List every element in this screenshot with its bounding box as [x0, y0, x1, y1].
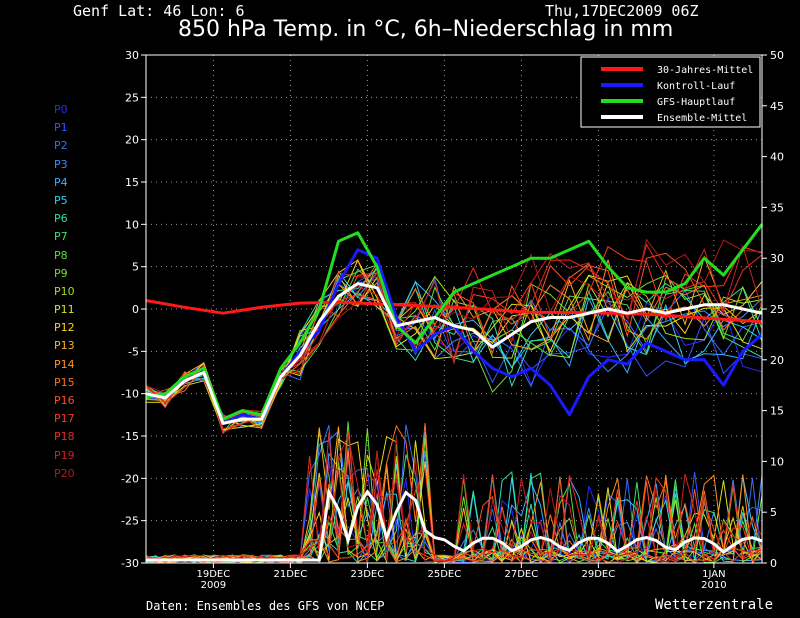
member-precip-line [145, 424, 763, 564]
series-line-30-jahres-mittel [145, 299, 763, 324]
x-tick-label: 2009 [201, 580, 226, 591]
y-right-tick-label: 0 [770, 557, 777, 570]
y-right-tick-label: 40 [770, 151, 784, 164]
member-label: P16 [54, 394, 75, 407]
member-precip-line [145, 451, 763, 564]
member-precip-line [145, 426, 763, 564]
x-tick-label: 2010 [701, 580, 726, 591]
member-label: P5 [54, 193, 68, 207]
x-tick-label: 25DEC [428, 569, 462, 580]
y-left-tick-label: -20 [121, 472, 139, 485]
y-left-tick-label: 5 [132, 261, 139, 274]
member-label: P10 [54, 284, 75, 298]
legend: 30-Jahres-Mittel Kontroll-Lauf GFS-Hauptla… [580, 56, 761, 128]
member-label: P15 [54, 375, 75, 389]
y-right-tick-label: 15 [770, 405, 784, 418]
member-temp-line [145, 252, 763, 418]
axes: 302520151050-5-10-15-20-25-3050454035302… [121, 49, 784, 591]
y-left-tick-label: -5 [128, 345, 139, 358]
legend-label: Kontroll-Lauf [657, 81, 735, 92]
member-label: P3 [54, 157, 68, 171]
y-right-tick-label: 20 [770, 354, 784, 367]
series-line-kontroll-lauf [145, 248, 763, 425]
y-right-tick-label: 50 [770, 49, 784, 62]
y-left-tick-label: -25 [121, 515, 139, 528]
y-right-tick-label: 30 [770, 252, 784, 265]
member-temp-line [145, 244, 763, 433]
chart-title: 850 hPa Temp. in °C, 6h–Niederschlag in … [178, 17, 674, 42]
legend-label: GFS-Hauptlauf [657, 97, 735, 108]
run-date-label: Thu,17DEC2009 06Z [545, 2, 699, 20]
brand-label: Wetterzentrale [655, 597, 774, 613]
member-label: P11 [54, 303, 75, 317]
x-tick-label: 1JAN [702, 569, 725, 580]
x-tick-label: 21DEC [274, 569, 308, 580]
ensemble-spaghetti [145, 238, 763, 434]
y-right-tick-label: 5 [770, 506, 777, 519]
x-tick-label: 27DEC [505, 569, 539, 580]
member-label: P17 [54, 412, 75, 426]
series-layer [145, 223, 764, 425]
series-line-ensemble-mittel [145, 282, 763, 425]
member-label: P0 [54, 103, 68, 116]
precip-spaghetti [145, 421, 763, 565]
y-right-tick-label: 10 [770, 455, 784, 468]
y-left-tick-label: 15 [125, 176, 139, 189]
y-right-tick-label: 25 [770, 303, 784, 316]
member-label: P19 [54, 448, 75, 462]
member-temp-line [145, 243, 763, 421]
member-label: P18 [54, 430, 75, 444]
location-label: Genf Lat: 46 Lon: 6 [73, 2, 245, 20]
y-left-tick-label: 0 [132, 303, 139, 316]
member-label: P13 [54, 339, 75, 353]
y-left-tick-label: -15 [121, 430, 139, 443]
member-precip-line [145, 421, 763, 564]
y-right-tick-label: 35 [770, 201, 784, 214]
data-source-label: Daten: Ensembles des GFS von NCEP [146, 599, 385, 613]
mean-precip-line [146, 487, 763, 562]
member-label: P2 [54, 139, 68, 153]
x-tick-label: 19DEC [197, 569, 231, 580]
legend-label: 30-Jahres-Mittel [657, 65, 753, 76]
member-label: P7 [54, 230, 68, 244]
y-left-tick-label: -10 [121, 388, 139, 401]
y-left-tick-label: 10 [125, 218, 139, 231]
member-label: P6 [54, 212, 68, 226]
member-temp-line [145, 245, 763, 430]
member-label: P4 [54, 175, 68, 189]
legend-label: Ensemble-Mittel [657, 113, 747, 124]
x-tick-label: 23DEC [351, 569, 385, 580]
y-right-tick-label: 45 [770, 100, 784, 113]
x-tick-label: 29DEC [582, 569, 616, 580]
member-precip-line [145, 423, 763, 563]
member-label: P9 [54, 266, 68, 280]
member-label: P14 [54, 357, 75, 371]
series-line-gfs-hauptlauf [145, 223, 764, 421]
y-left-tick-label: 25 [125, 91, 139, 104]
member-temp-line [145, 238, 763, 424]
member-temp-line [145, 259, 763, 419]
member-label: P1 [54, 121, 68, 135]
y-left-tick-label: -30 [121, 557, 139, 570]
ensemble-member-list: P0 P1 P2 P3 P4 P5 P6 P7 P8 P9 P10 P11 P12 P13 P14 P15 P1… [54, 101, 75, 483]
member-label: P8 [54, 248, 68, 262]
member-label: P12 [54, 321, 75, 335]
y-left-tick-label: 20 [125, 134, 139, 147]
member-label: P20 [54, 466, 75, 480]
member-temp-line [145, 255, 763, 425]
y-left-tick-label: 30 [125, 49, 139, 62]
